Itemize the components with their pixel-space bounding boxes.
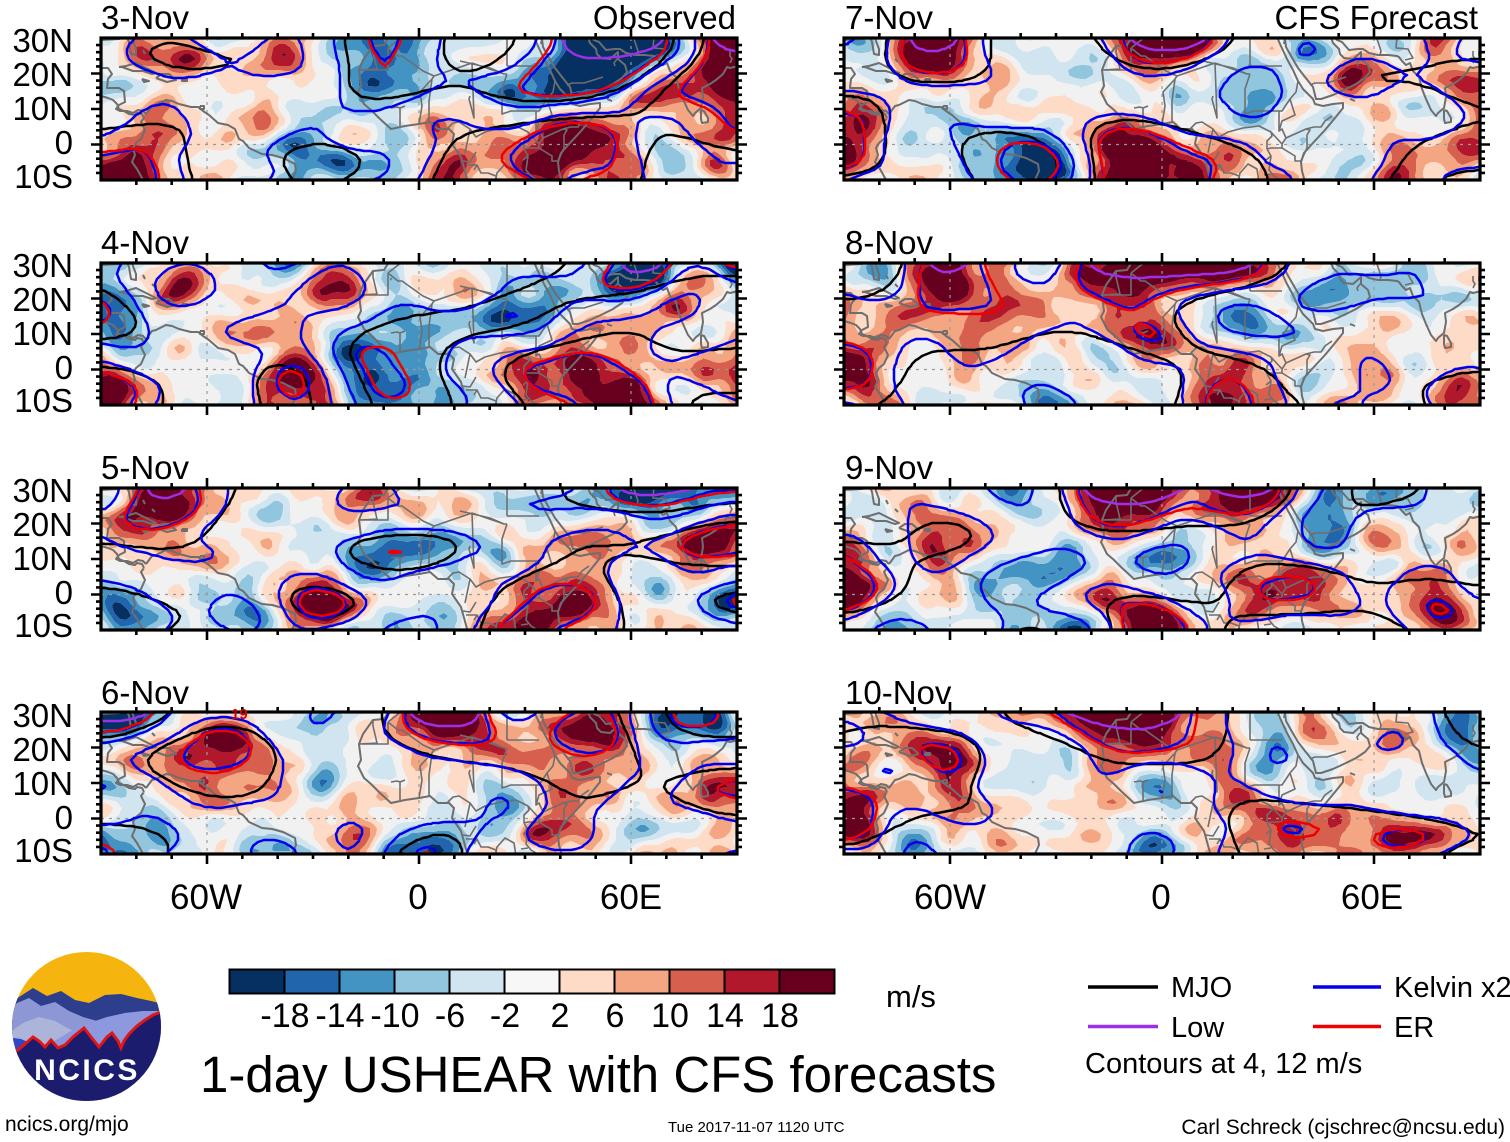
svg-text:NCICS: NCICS bbox=[34, 1054, 140, 1087]
